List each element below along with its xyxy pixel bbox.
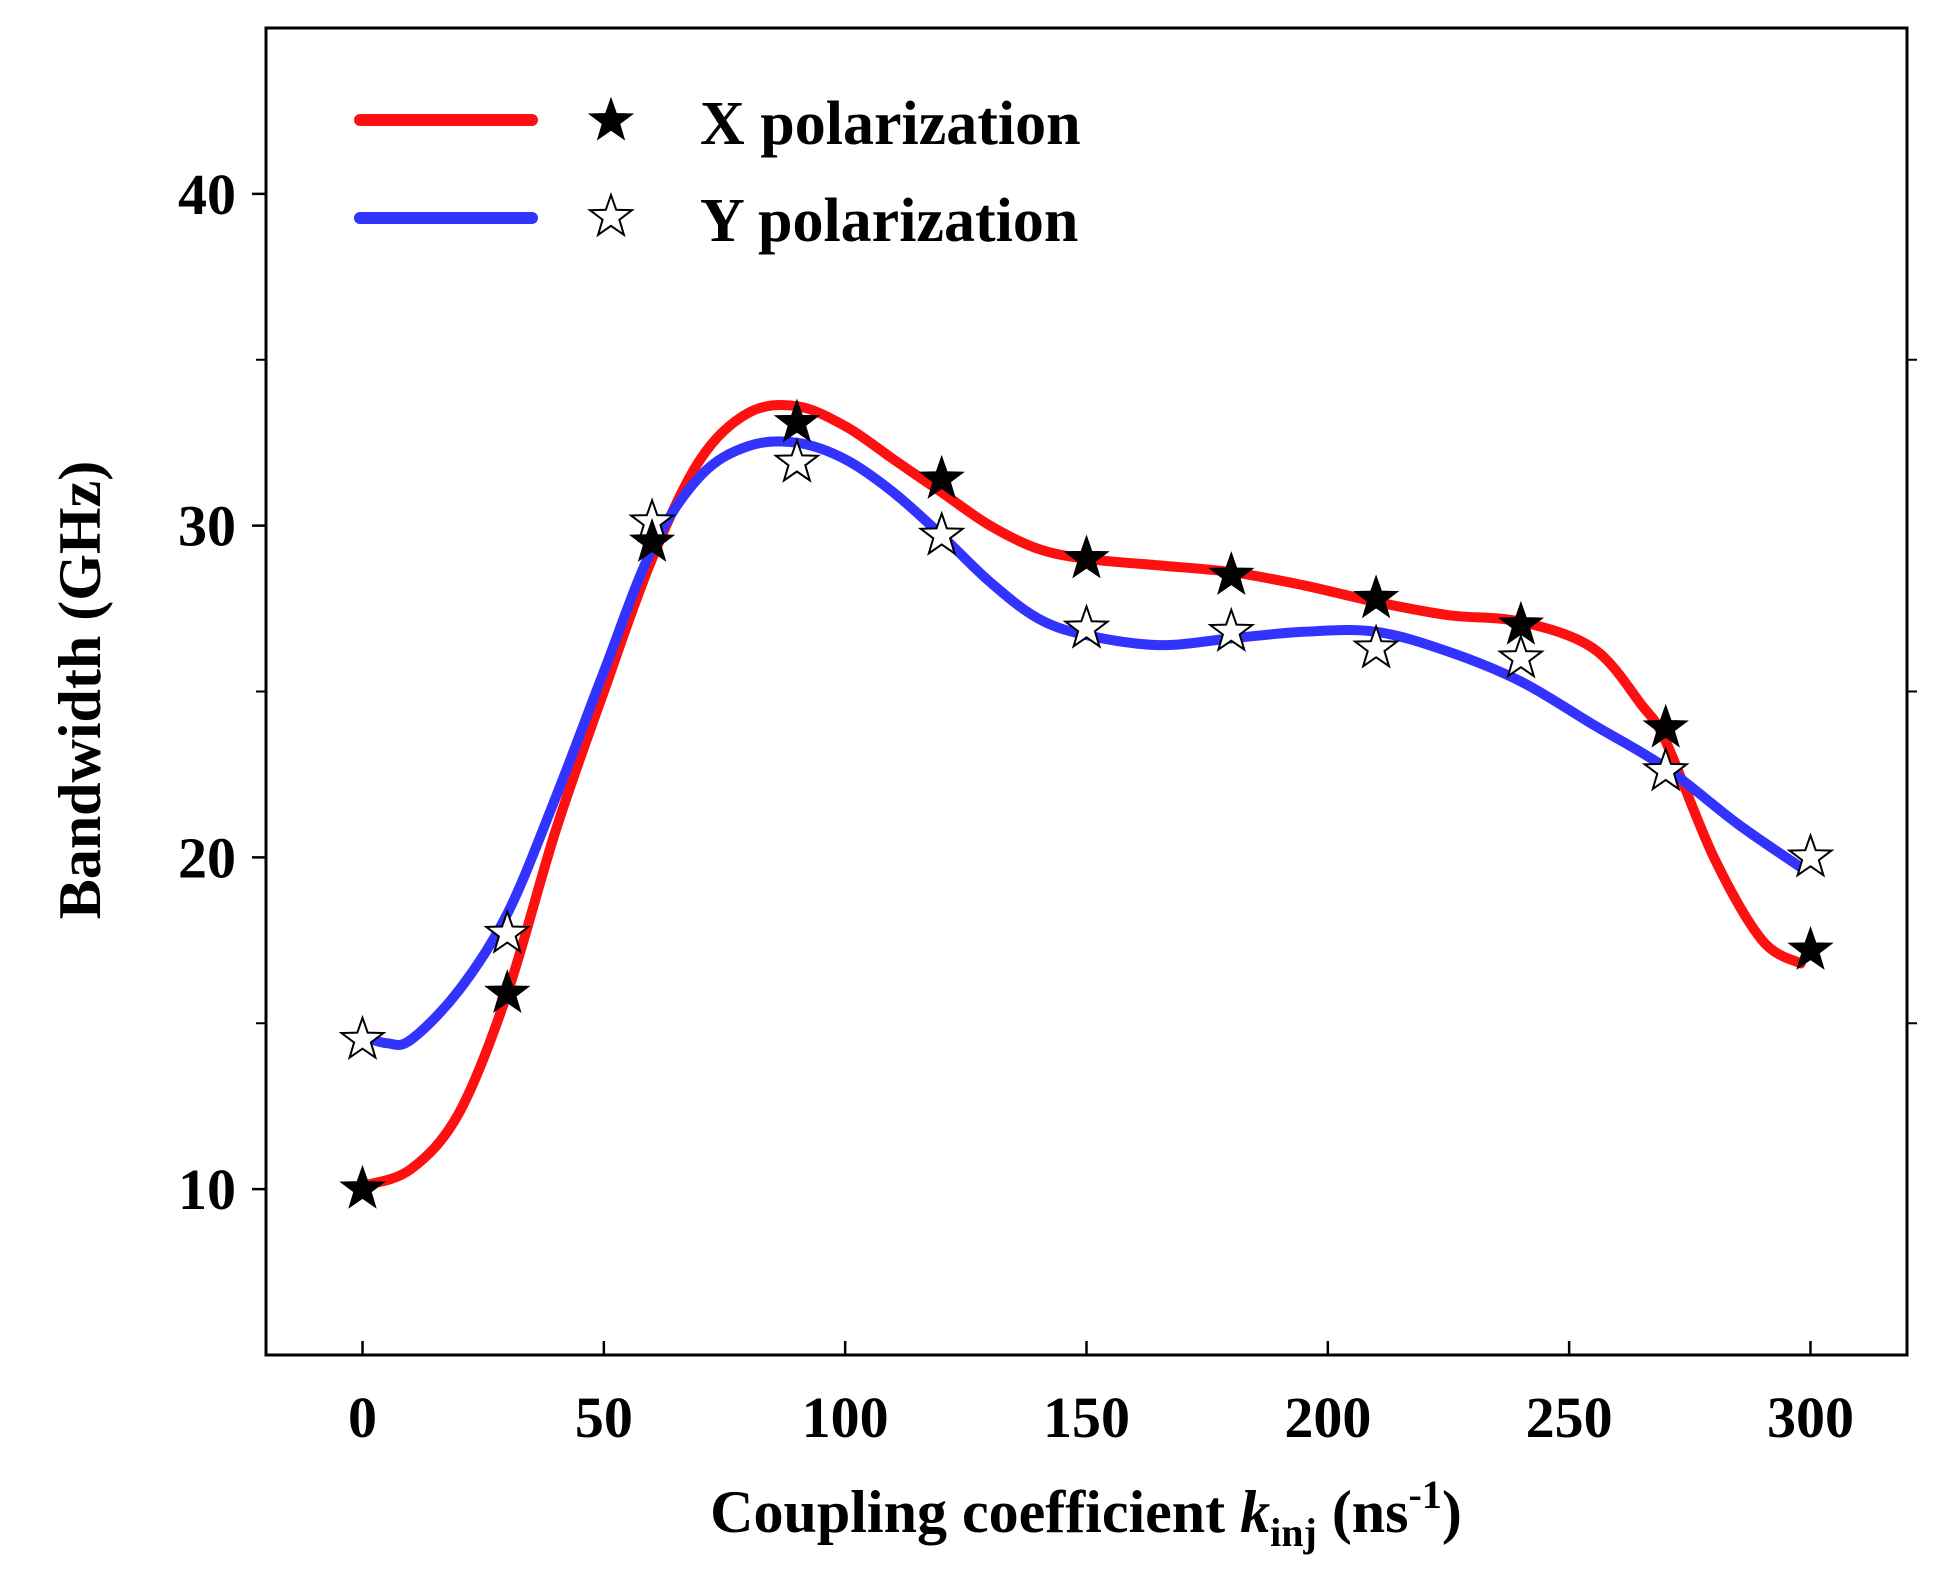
x-axis-title-unit-open: (ns (1317, 1479, 1409, 1545)
legend-marker-x (589, 98, 633, 140)
x-axis-title-superscript: -1 (1409, 1472, 1442, 1517)
y-tick-label-30: 30 (178, 494, 236, 559)
y-tick-label-10: 10 (178, 1157, 236, 1222)
y-tick-label-20: 20 (178, 825, 236, 890)
x-tick-label-0: 0 (348, 1385, 377, 1450)
x-axis-title-unit-close: ) (1442, 1479, 1462, 1545)
x-tick-label-50: 50 (575, 1385, 633, 1450)
x-tick-label-150: 150 (1043, 1385, 1130, 1450)
x-tick-label-250: 250 (1526, 1385, 1613, 1450)
x-tick-label-200: 200 (1284, 1385, 1371, 1450)
x-axis-title: Coupling coefficient kinj (ns-1) (710, 1472, 1462, 1555)
legend-marker-y (589, 194, 633, 236)
fit-curve-y (357, 436, 1806, 1051)
y-axis-title: Bandwidth (GHz) (47, 461, 113, 919)
y-tick-label-40: 40 (178, 162, 236, 227)
fit-curve-x (357, 400, 1806, 1191)
x-axis-title-prefix: Coupling coefficient (710, 1479, 1240, 1545)
y-point-0 (340, 1016, 385, 1059)
fit-curves (357, 400, 1806, 1191)
x-tick-label-100: 100 (802, 1385, 889, 1450)
x-point-210 (1354, 575, 1398, 618)
axis-ticks: 0 50 100 150 200 250 300 10 20 30 40 (178, 162, 1917, 1450)
legend-label-y: Y polarization (700, 187, 1078, 255)
x-point-150 (1064, 536, 1109, 578)
legend-label-x: X polarization (700, 90, 1081, 158)
plot-frame (264, 26, 1909, 1357)
x-point-0 (340, 1166, 385, 1208)
legend: X polarization Y polarization (354, 90, 1081, 255)
x-axis-title-subscript: inj (1270, 1510, 1317, 1555)
x-tick-label-300: 300 (1767, 1385, 1854, 1450)
x-axis-title-variable: k (1240, 1479, 1270, 1545)
x-point-180 (1209, 552, 1254, 594)
